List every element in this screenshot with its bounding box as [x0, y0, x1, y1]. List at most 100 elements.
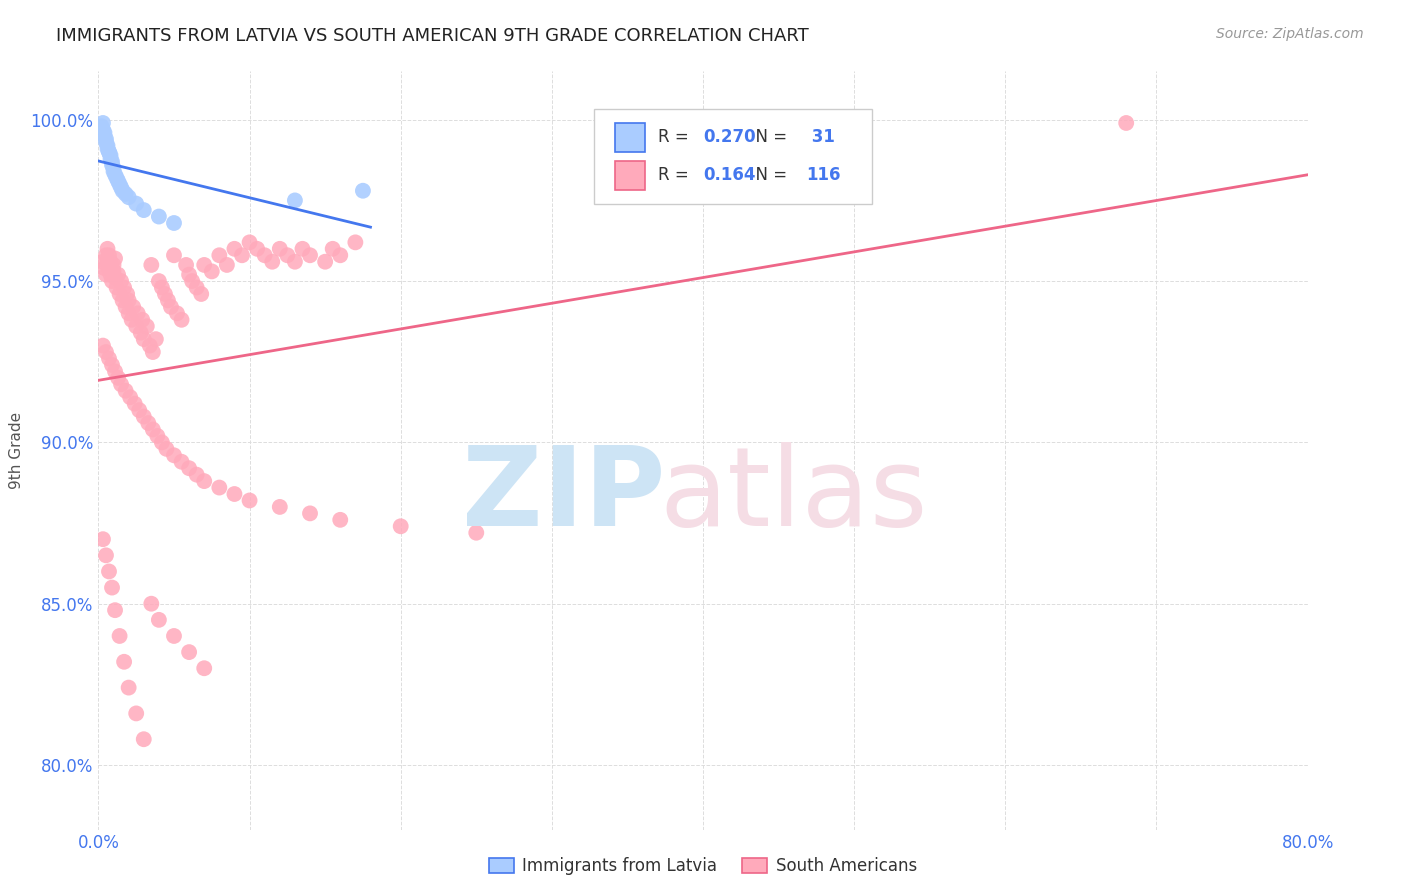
Point [100, 152, 122, 166]
Point [114, 384, 136, 398]
Point [104, 252, 127, 266]
Point [100, 254, 122, 268]
Point [114, 300, 136, 314]
Point [160, 300, 183, 314]
Point [148, 613, 170, 627]
Text: 0.270: 0.270 [703, 128, 755, 146]
Point [93, 126, 115, 140]
Y-axis label: 9th Grade: 9th Grade [8, 412, 24, 489]
Bar [614, 161, 645, 190]
Point [253, 248, 276, 262]
Point [201, 264, 224, 278]
Point [148, 274, 170, 288]
Point [163, 248, 186, 262]
Point [239, 493, 262, 508]
Text: 116: 116 [806, 166, 841, 185]
Point [125, 196, 148, 211]
Point [98, 145, 121, 159]
Point [108, 178, 131, 192]
Point [98, 565, 121, 579]
Point [131, 313, 153, 327]
Point [110, 180, 132, 194]
Point [163, 448, 186, 462]
Point [132, 332, 155, 346]
Point [142, 345, 165, 359]
Point [322, 242, 344, 256]
Point [96, 242, 118, 256]
Point [1115, 116, 1137, 130]
Point [179, 461, 201, 475]
Point [107, 174, 129, 188]
Point [103, 264, 125, 278]
FancyBboxPatch shape [595, 110, 872, 204]
Point [186, 467, 208, 482]
Point [105, 170, 128, 185]
Text: ZIP: ZIP [463, 442, 665, 549]
Text: IMMIGRANTS FROM LATVIA VS SOUTH AMERICAN 9TH GRADE CORRELATION CHART: IMMIGRANTS FROM LATVIA VS SOUTH AMERICAN… [56, 27, 808, 45]
Point [93, 128, 115, 143]
Point [103, 258, 125, 272]
Point [150, 280, 173, 294]
Point [135, 319, 157, 334]
Point [118, 190, 141, 204]
Point [98, 145, 121, 159]
Point [98, 261, 121, 276]
Text: R =: R = [658, 128, 695, 146]
Point [284, 254, 307, 268]
Point [96, 254, 118, 268]
Point [269, 242, 291, 256]
Bar [614, 123, 645, 152]
Point [124, 397, 146, 411]
Point [163, 216, 186, 230]
Point [153, 287, 176, 301]
Point [299, 507, 322, 521]
Point [112, 655, 135, 669]
Point [329, 248, 352, 262]
Point [94, 549, 117, 563]
Point [181, 274, 204, 288]
Point [239, 235, 262, 250]
Point [104, 270, 127, 285]
Text: N =: N = [745, 166, 793, 185]
Point [120, 390, 142, 404]
Text: R =: R = [658, 166, 695, 185]
Point [132, 203, 155, 218]
Point [94, 248, 117, 262]
Point [262, 254, 284, 268]
Point [208, 481, 231, 495]
Point [115, 287, 138, 301]
Point [141, 258, 163, 272]
Point [163, 629, 186, 643]
Text: Source: ZipAtlas.com: Source: ZipAtlas.com [1216, 27, 1364, 41]
Point [129, 326, 152, 340]
Point [136, 416, 159, 430]
Point [128, 403, 150, 417]
Point [90, 119, 112, 133]
Point [291, 242, 314, 256]
Point [110, 377, 132, 392]
Point [101, 358, 124, 372]
Point [215, 258, 238, 272]
Point [98, 248, 121, 262]
Point [91, 116, 114, 130]
Point [132, 409, 155, 424]
Point [108, 629, 131, 643]
Point [118, 681, 141, 695]
Point [101, 261, 124, 276]
Point [224, 242, 246, 256]
Point [139, 338, 162, 352]
Point [231, 248, 253, 262]
Point [132, 732, 155, 747]
Point [91, 122, 114, 136]
Point [94, 268, 117, 282]
Point [125, 319, 148, 334]
Point [121, 313, 143, 327]
Point [193, 258, 215, 272]
Point [94, 345, 117, 359]
Point [179, 268, 201, 282]
Point [145, 332, 167, 346]
Point [101, 581, 124, 595]
Point [110, 274, 132, 288]
Point [190, 287, 212, 301]
Point [101, 154, 124, 169]
